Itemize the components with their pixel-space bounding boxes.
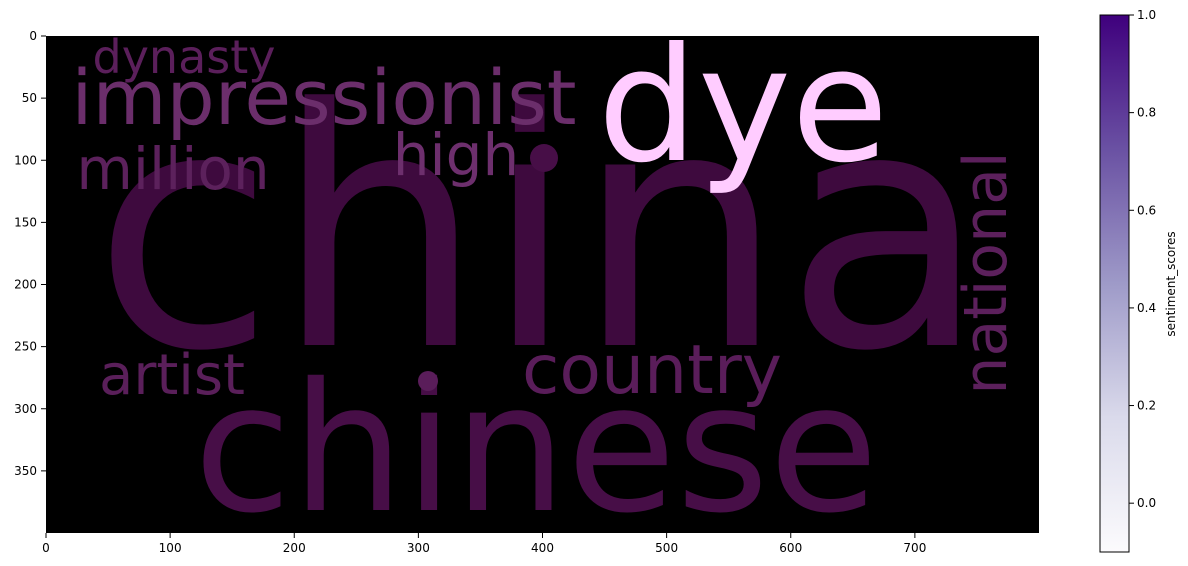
word-china: china <box>93 39 987 423</box>
x-tick-label: 600 <box>779 541 802 555</box>
y-tick-label: 50 <box>22 91 37 105</box>
colorbar: 0.0 0.2 0.4 0.6 0.8 1.0 sentiment_scores <box>1099 8 1178 553</box>
word-dye: dye <box>597 14 888 198</box>
y-tick-label: 200 <box>14 278 37 292</box>
word-million: million <box>76 135 269 203</box>
x-tick-label: 400 <box>531 541 554 555</box>
y-tick-label: 0 <box>29 29 37 43</box>
x-tick-label: 100 <box>159 541 182 555</box>
word-dynasty: dynasty <box>93 30 276 84</box>
colorbar-gradient <box>1099 14 1130 553</box>
y-tick-label: 250 <box>14 340 37 354</box>
colorbar-tick-label: 0.0 <box>1137 496 1156 510</box>
x-tick-label: 700 <box>903 541 926 555</box>
y-tick-label: 300 <box>14 402 37 416</box>
x-tick-label: 300 <box>407 541 430 555</box>
word-impressionist: impressionist <box>71 53 576 142</box>
word-dot-2 <box>418 371 438 391</box>
x-tick-label: 200 <box>283 541 306 555</box>
word-high: high <box>393 121 519 189</box>
x-tick-label: 0 <box>42 541 50 555</box>
colorbar-tick-label: 0.8 <box>1137 106 1156 120</box>
x-tick-label: 500 <box>655 541 678 555</box>
word-chinese: chinese <box>194 345 879 552</box>
colorbar-tick-label: 0.6 <box>1137 203 1156 217</box>
word-dot-1 <box>530 144 558 172</box>
word-country: country <box>522 331 782 410</box>
y-tick-label: 150 <box>14 215 37 229</box>
colorbar-ticks: 0.0 0.2 0.4 0.6 0.8 1.0 <box>1129 8 1156 510</box>
wordcloud-background <box>46 36 1039 533</box>
y-tick-label: 350 <box>14 464 37 478</box>
colorbar-tick-label: 0.4 <box>1137 301 1156 315</box>
x-axis: 0 100 200 300 400 500 600 700 <box>42 533 926 555</box>
word-artist: artist <box>99 343 245 408</box>
y-tick-label: 100 <box>14 153 37 167</box>
colorbar-tick-label: 1.0 <box>1137 8 1156 22</box>
wordcloud-axes: china chinese dye impressionist country … <box>14 14 1039 555</box>
colorbar-label: sentiment_scores <box>1164 231 1178 336</box>
colorbar-tick-label: 0.2 <box>1137 399 1156 413</box>
wordcloud-words: china chinese dye impressionist country … <box>71 14 1021 552</box>
y-axis: 0 50 100 150 200 250 300 350 <box>14 29 46 478</box>
word-national: national <box>951 151 1021 394</box>
